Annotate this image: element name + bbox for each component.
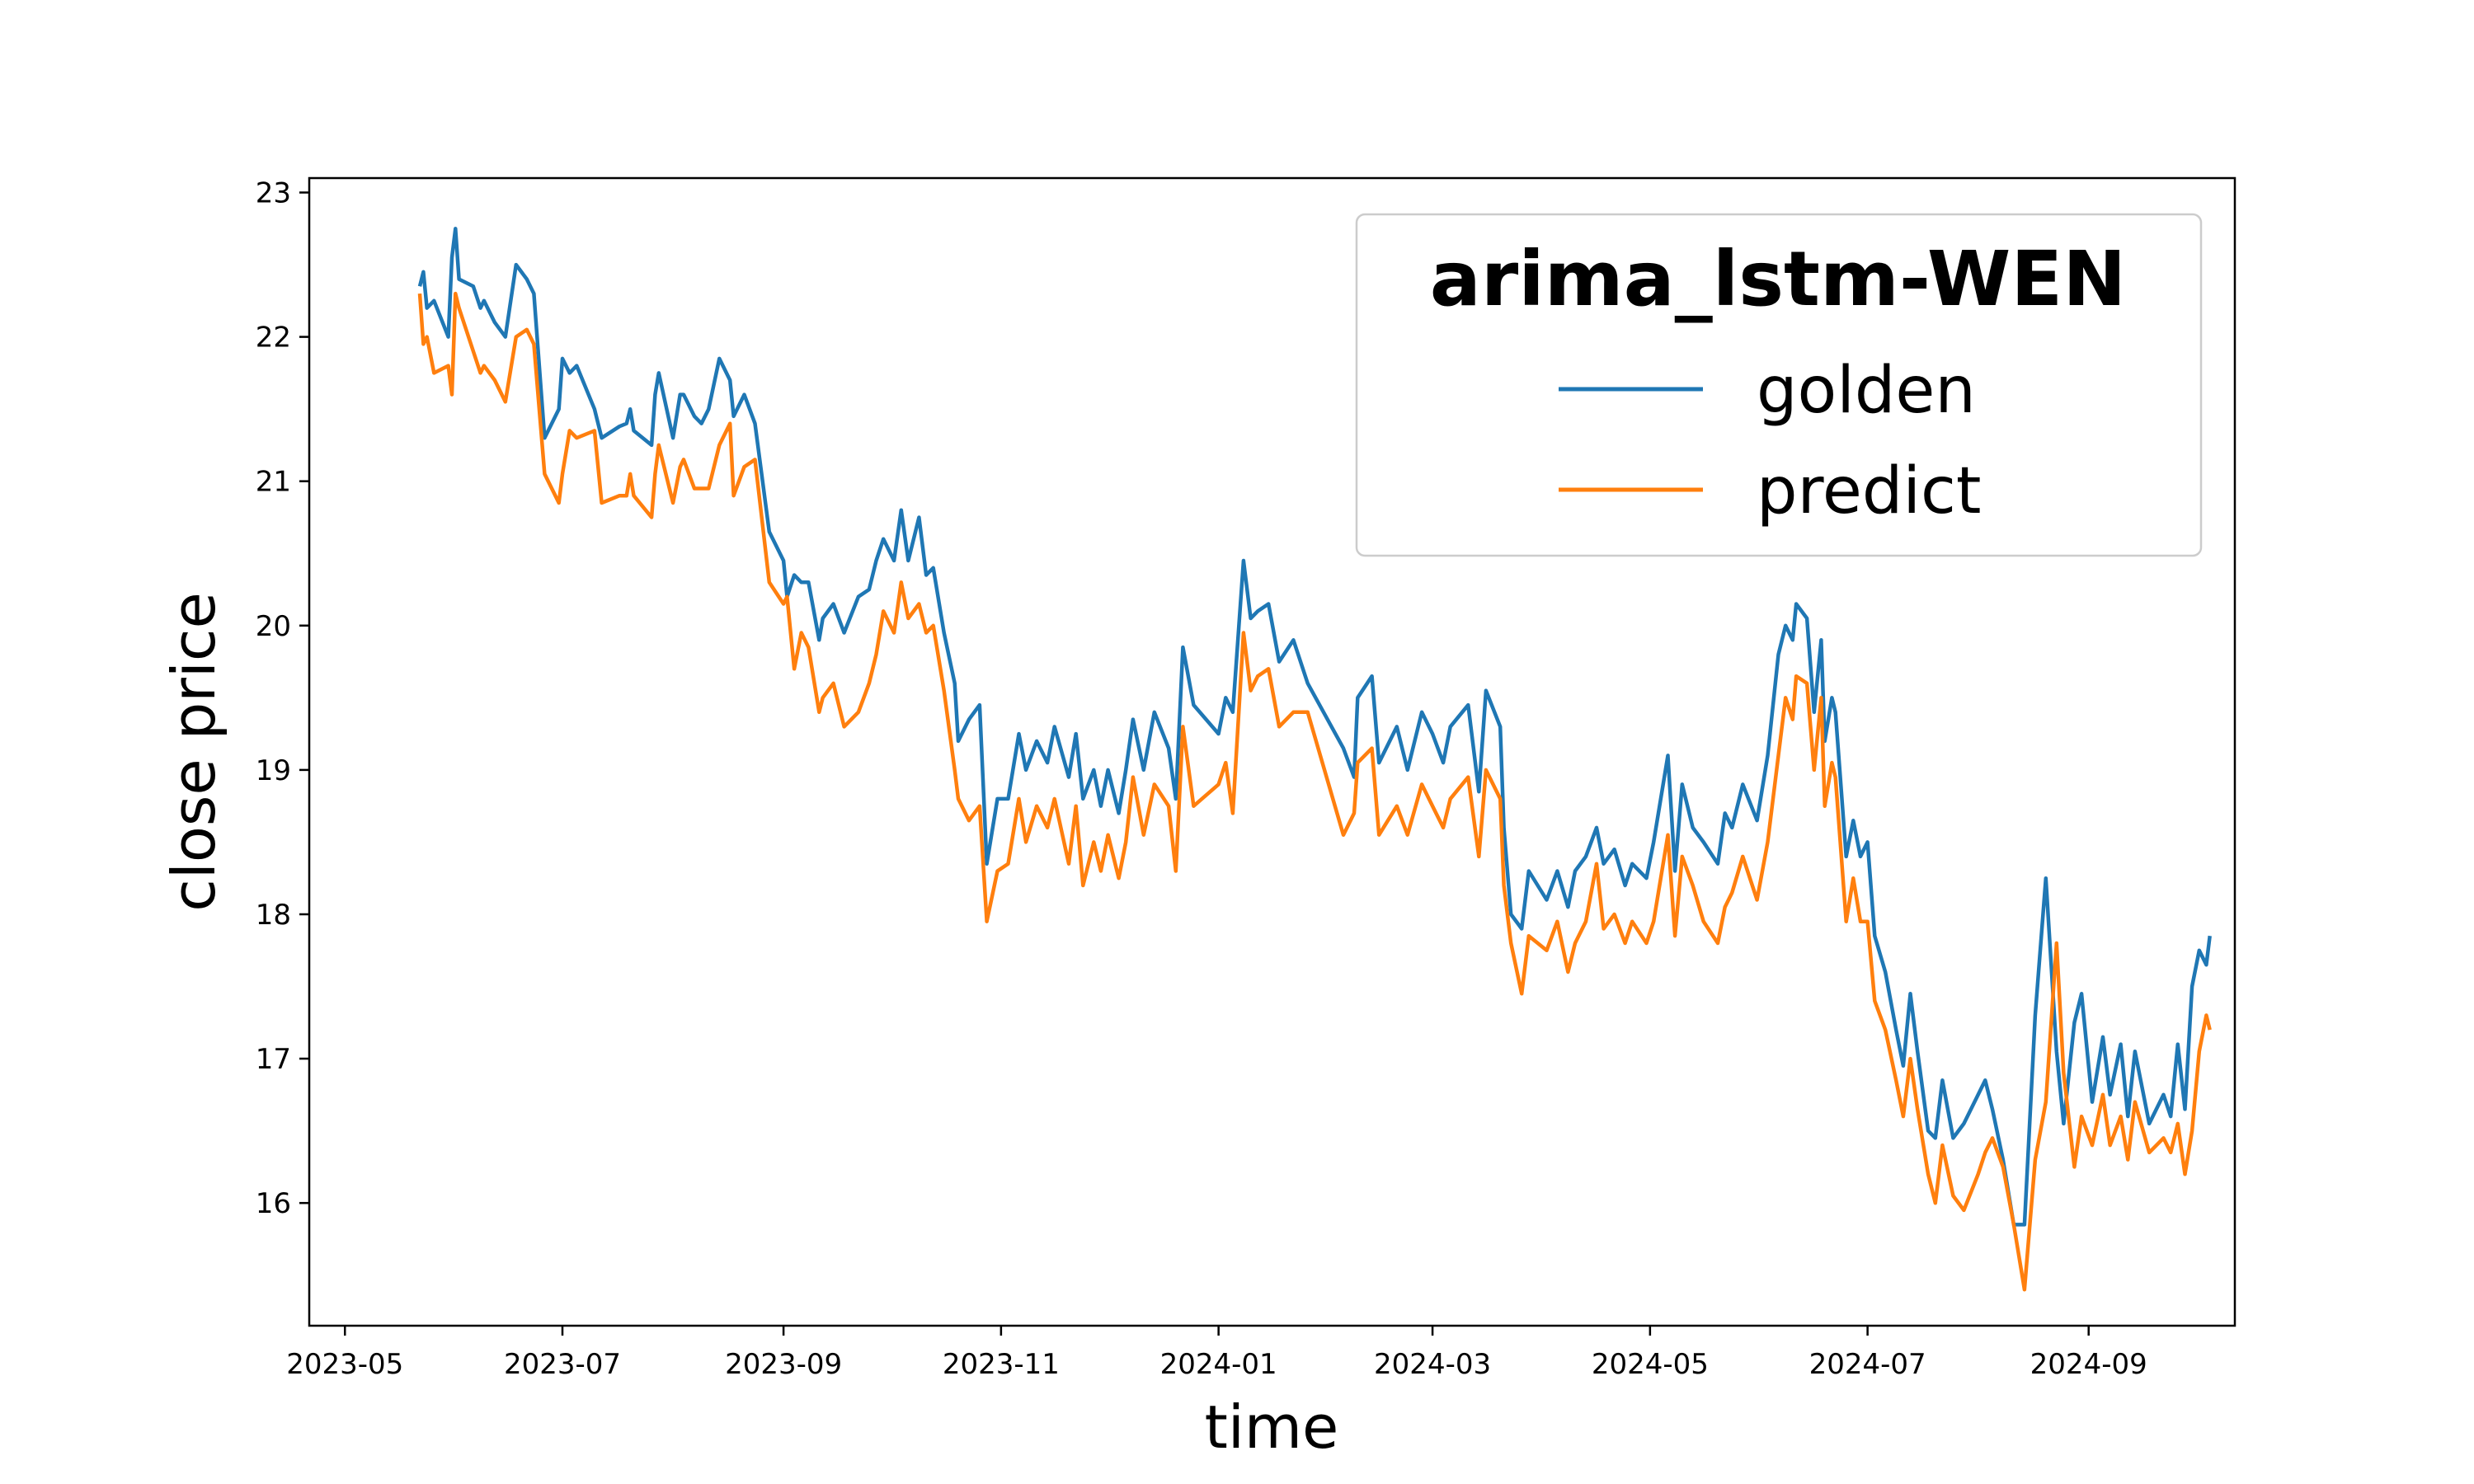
x-tick-label: 2024-07 [1809,1348,1926,1381]
x-tick-label: 2023-11 [943,1348,1060,1381]
legend-label-predict: predict [1757,454,1982,528]
plot-area [417,227,2212,1292]
x-tick-label: 2023-05 [286,1348,403,1381]
y-tick-label: 21 [256,466,291,499]
x-axis-label: time [1205,1392,1339,1462]
x-tick-label: 2024-01 [1160,1348,1277,1381]
x-axis: 2023-05 2023-07 2023-09 2023-11 2024-01 2024-… [286,1326,2147,1381]
series-line-golden [417,227,2212,1227]
y-tick-label: 22 [256,322,291,355]
y-axis-label: close price [159,592,228,912]
legend-title: arima_lstm-WEN [1430,235,2126,323]
y-tick-label: 17 [256,1043,291,1076]
x-tick-label: 2023-07 [504,1348,621,1381]
y-tick-label: 20 [256,610,291,643]
y-tick-label: 19 [256,754,291,787]
y-tick-label: 18 [256,899,291,932]
legend-label-golden: golden [1757,354,1976,428]
x-tick-label: 2024-09 [2030,1348,2147,1381]
y-axis: 16 17 18 19 20 21 22 23 [256,177,309,1220]
series-line-predict [417,291,2212,1292]
legend: arima_lstm-WEN golden predict [1355,213,2203,557]
x-tick-label: 2024-03 [1374,1348,1491,1381]
plot-frame [308,176,2236,1327]
x-tick-label: 2024-05 [1592,1348,1709,1381]
y-tick-label: 16 [256,1187,291,1220]
legend-box [1355,213,2203,557]
x-tick-label: 2023-09 [725,1348,842,1381]
y-tick-label: 23 [256,177,291,210]
